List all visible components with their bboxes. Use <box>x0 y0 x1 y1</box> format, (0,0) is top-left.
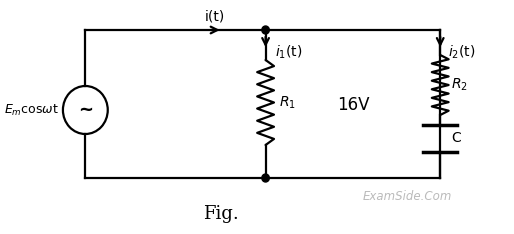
Text: $R_2$: $R_2$ <box>451 77 468 93</box>
Circle shape <box>262 174 269 182</box>
Text: $R_1$: $R_1$ <box>279 94 296 111</box>
Text: C: C <box>451 132 461 146</box>
Text: ExamSide.Com: ExamSide.Com <box>363 190 452 202</box>
Text: ~: ~ <box>78 101 93 119</box>
Text: $i_2$(t): $i_2$(t) <box>448 43 475 61</box>
Text: 16V: 16V <box>337 96 369 114</box>
Text: Fig.: Fig. <box>203 205 238 223</box>
Text: $i_1$(t): $i_1$(t) <box>275 43 302 61</box>
Text: i(t): i(t) <box>205 10 225 24</box>
Circle shape <box>262 26 269 34</box>
Text: $E_m$cos$\omega$t: $E_m$cos$\omega$t <box>4 102 59 117</box>
